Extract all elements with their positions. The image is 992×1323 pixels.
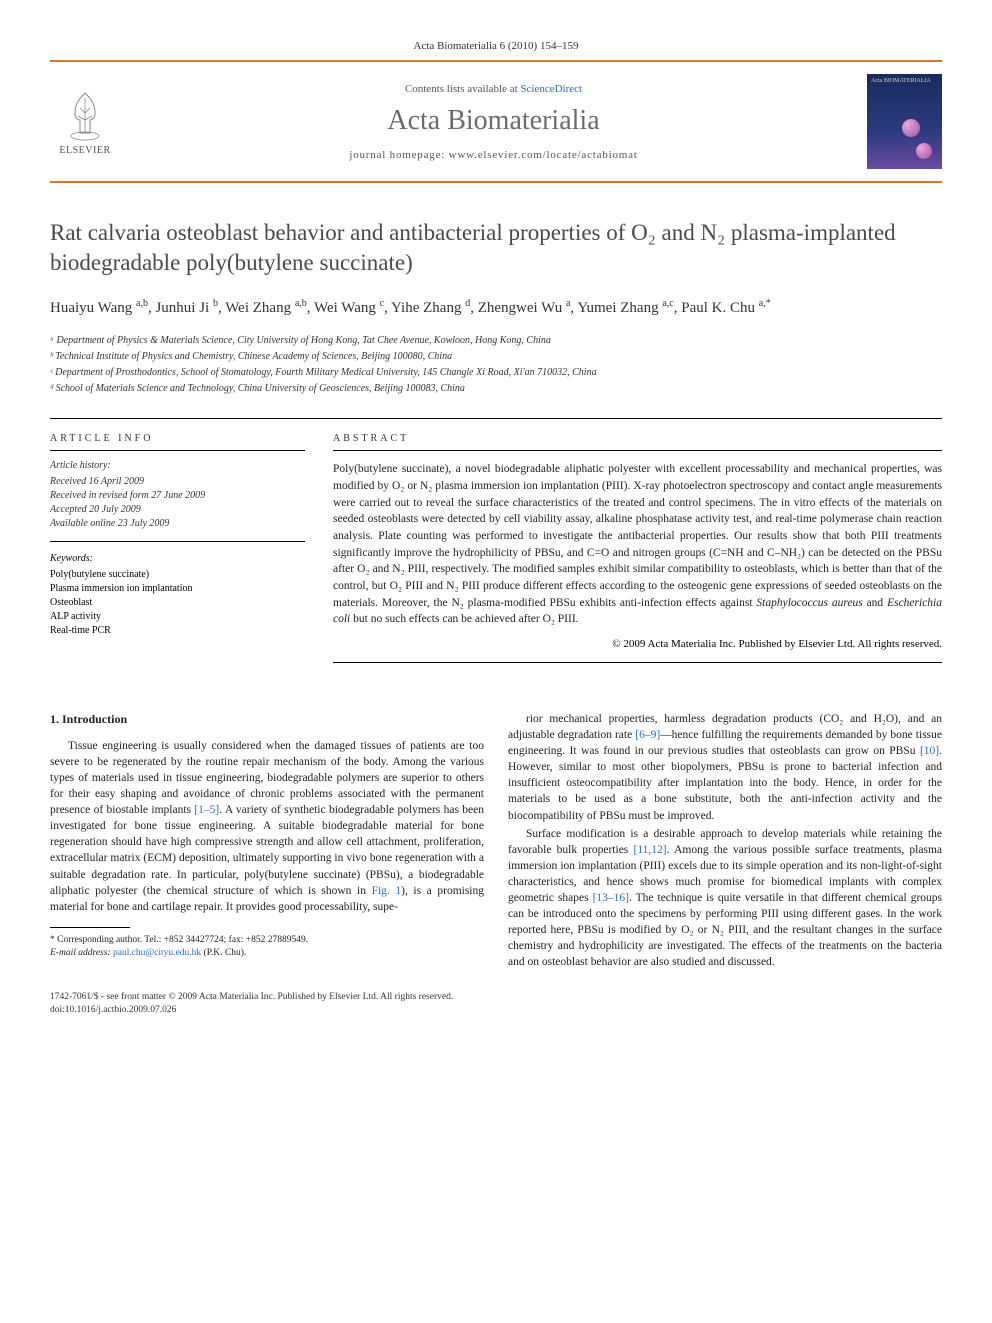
- sciencedirect-link[interactable]: ScienceDirect: [520, 83, 582, 95]
- keyword-item: Poly(butylene succinate): [50, 568, 305, 582]
- citation-link[interactable]: [6–9]: [635, 729, 660, 741]
- article-info-sidebar: article info Article history: Received 1…: [50, 419, 305, 663]
- body-paragraph: Tissue engineering is usually considered…: [50, 738, 484, 915]
- figure-link[interactable]: Fig. 1: [372, 885, 402, 897]
- citation-link[interactable]: [10]: [920, 745, 939, 757]
- footer-copyright: 1742-7061/$ - see front matter © 2009 Ac…: [50, 991, 942, 1004]
- journal-homepage: journal homepage: www.elsevier.com/locat…: [140, 149, 847, 161]
- publisher-name: ELSEVIER: [59, 145, 110, 156]
- left-column: 1. Introduction Tissue engineering is us…: [50, 711, 484, 973]
- keyword-item: ALP activity: [50, 610, 305, 624]
- affiliation-item: ᵈ School of Materials Science and Techno…: [50, 381, 942, 396]
- authors-list: Huaiyu Wang a,b, Junhui Ji b, Wei Zhang …: [50, 296, 942, 320]
- right-column: rior mechanical properties, harmless deg…: [508, 711, 942, 973]
- affiliation-item: ᵃ Department of Physics & Materials Scie…: [50, 333, 942, 348]
- corresponding-email-link[interactable]: paul.chu@cityu.edu.hk: [113, 948, 201, 958]
- affiliation-item: ᵇ Technical Institute of Physics and Che…: [50, 349, 942, 364]
- history-item: Accepted 20 July 2009: [50, 503, 305, 517]
- journal-header: ELSEVIER Contents lists available at Sci…: [50, 60, 942, 183]
- history-item: Available online 23 July 2009: [50, 517, 305, 531]
- affiliation-item: ᶜ Department of Prosthodontics, School o…: [50, 365, 942, 380]
- abstract-copyright: © 2009 Acta Materialia Inc. Published by…: [333, 638, 942, 663]
- body-text: 1. Introduction Tissue engineering is us…: [50, 711, 942, 973]
- abstract-section: abstract Poly(butylene succinate), a nov…: [333, 419, 942, 663]
- article-title: Rat calvaria osteoblast behavior and ant…: [50, 218, 942, 278]
- page-footer: 1742-7061/$ - see front matter © 2009 Ac…: [50, 991, 942, 1018]
- article-info-heading: article info: [50, 433, 305, 451]
- elsevier-tree-icon: [60, 88, 110, 143]
- corresponding-author-note: * Corresponding author. Tel.: +852 34427…: [50, 934, 484, 961]
- abstract-text: Poly(butylene succinate), a novel biodeg…: [333, 461, 942, 628]
- history-item: Received 16 April 2009: [50, 475, 305, 489]
- header-citation: Acta Biomaterialia 6 (2010) 154–159: [50, 40, 942, 52]
- keyword-item: Plasma immersion ion implantation: [50, 582, 305, 596]
- keywords-block: Keywords: Poly(butylene succinate)Plasma…: [50, 552, 305, 638]
- citation-link[interactable]: [11,12]: [634, 844, 667, 856]
- citation-link[interactable]: [13–16]: [593, 892, 629, 904]
- affiliations-list: ᵃ Department of Physics & Materials Scie…: [50, 333, 942, 396]
- corresponding-label: * Corresponding author. Tel.: +852 34427…: [50, 934, 484, 947]
- cover-title: Acta BIOMATERIALIA: [871, 78, 931, 84]
- email-suffix: (P.K. Chu).: [201, 948, 246, 958]
- journal-name: Acta Biomaterialia: [140, 105, 847, 137]
- keyword-item: Osteoblast: [50, 596, 305, 610]
- history-label: Article history:: [50, 459, 305, 473]
- article-history: Article history: Received 16 April 2009R…: [50, 459, 305, 542]
- journal-cover-thumbnail: Acta BIOMATERIALIA: [867, 74, 942, 169]
- contents-available-line: Contents lists available at ScienceDirec…: [140, 83, 847, 95]
- contents-prefix: Contents lists available at: [405, 83, 520, 95]
- abstract-heading: abstract: [333, 433, 942, 451]
- body-paragraph: rior mechanical properties, harmless deg…: [508, 711, 942, 824]
- keywords-label: Keywords:: [50, 552, 305, 566]
- keyword-item: Real-time PCR: [50, 624, 305, 638]
- body-paragraph: Surface modification is a desirable appr…: [508, 826, 942, 971]
- homepage-url: www.elsevier.com/locate/actabiomat: [449, 149, 638, 161]
- homepage-prefix: journal homepage:: [349, 149, 448, 161]
- citation-link[interactable]: [1–5]: [194, 804, 219, 816]
- footer-doi: doi:10.1016/j.actbio.2009.07.026: [50, 1004, 942, 1017]
- footnote-separator: [50, 927, 130, 928]
- section-heading-introduction: 1. Introduction: [50, 711, 484, 728]
- publisher-logo: ELSEVIER: [50, 82, 120, 162]
- history-item: Received in revised form 27 June 2009: [50, 489, 305, 503]
- email-label: E-mail address:: [50, 948, 113, 958]
